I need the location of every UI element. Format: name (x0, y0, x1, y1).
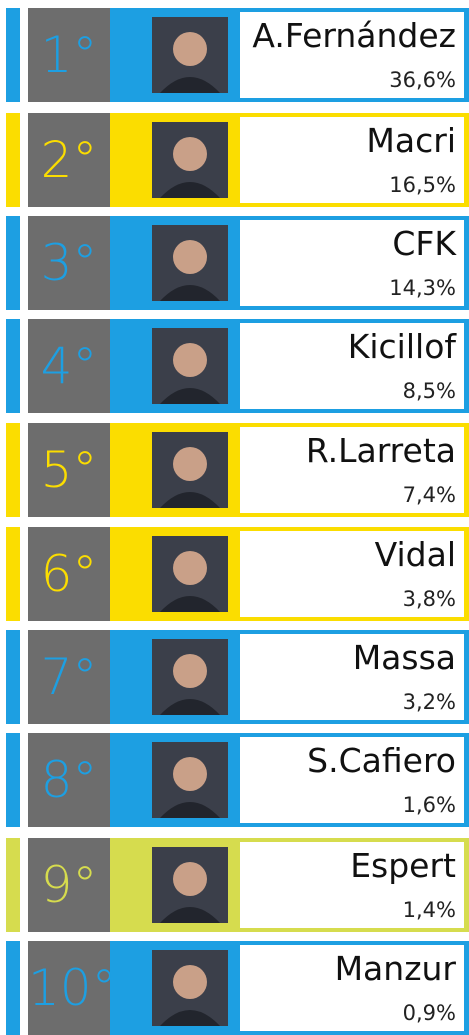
candidate-name: Macri (366, 121, 456, 160)
candidate-percentage: 14,3% (389, 276, 456, 300)
label-box: R.Larreta 7,4% (240, 427, 464, 513)
ranking-row: 4° Kicillof 8,5% (0, 319, 469, 413)
color-stripe (6, 733, 20, 827)
candidate-percentage: 16,5% (389, 173, 456, 197)
portrait (152, 328, 228, 404)
rank-background (28, 423, 110, 517)
ranking-row: 3° CFK 14,3% (0, 216, 469, 310)
label-box: Kicillof 8,5% (240, 323, 464, 409)
portrait-placeholder (152, 639, 228, 715)
ranking-row: 6° Vidal 3,8% (0, 527, 469, 621)
portrait (152, 122, 228, 198)
portrait-placeholder (152, 950, 228, 1026)
rank-number: 5° (40, 441, 98, 499)
rank-background (28, 733, 110, 827)
portrait (152, 742, 228, 818)
portrait-placeholder (152, 17, 228, 93)
color-stripe (6, 527, 20, 621)
portrait-placeholder (152, 328, 228, 404)
label-box: CFK 14,3% (240, 220, 464, 306)
ranking-row: 7° Massa 3,2% (0, 630, 469, 724)
portrait (152, 432, 228, 508)
portrait-placeholder (152, 225, 228, 301)
portrait (152, 950, 228, 1026)
candidate-name: Vidal (374, 535, 456, 574)
rank-background (28, 527, 110, 621)
ranking-row: 1° A.Fernández 36,6% (0, 8, 469, 102)
portrait (152, 847, 228, 923)
ranking-row: 2° Macri 16,5% (0, 113, 469, 207)
rank-background (28, 941, 110, 1035)
color-stripe (6, 319, 20, 413)
portrait-placeholder (152, 122, 228, 198)
portrait-placeholder (152, 432, 228, 508)
color-stripe (6, 8, 20, 102)
candidate-name: Kicillof (347, 327, 456, 366)
rank-background (28, 630, 110, 724)
candidate-percentage: 7,4% (402, 483, 456, 507)
portrait (152, 536, 228, 612)
rank-background (28, 216, 110, 310)
portrait (152, 17, 228, 93)
candidate-percentage: 8,5% (402, 379, 456, 403)
color-stripe (6, 630, 20, 724)
rank-number: 6° (40, 545, 98, 603)
label-box: A.Fernández 36,6% (240, 12, 464, 98)
candidate-percentage: 1,4% (402, 898, 456, 922)
color-stripe (6, 838, 20, 932)
rank-number: 8° (40, 751, 98, 809)
rank-background (28, 838, 110, 932)
candidate-name: CFK (392, 224, 456, 263)
candidate-name: S.Cafiero (307, 741, 456, 780)
rank-background (28, 113, 110, 207)
portrait-placeholder (152, 847, 228, 923)
candidate-name: Manzur (334, 949, 456, 988)
ranking-row: 5° R.Larreta 7,4% (0, 423, 469, 517)
ranking-row: 8° S.Cafiero 1,6% (0, 733, 469, 827)
portrait (152, 639, 228, 715)
rank-number: 9° (40, 856, 98, 914)
color-stripe (6, 423, 20, 517)
label-box: S.Cafiero 1,6% (240, 737, 464, 823)
label-box: Macri 16,5% (240, 117, 464, 203)
rank-number: 1° (40, 26, 98, 84)
candidate-percentage: 3,8% (402, 587, 456, 611)
candidate-name: Massa (352, 638, 456, 677)
label-box: Espert 1,4% (240, 842, 464, 928)
candidate-name: Espert (350, 846, 456, 885)
rank-number: 10° (28, 959, 117, 1017)
candidate-name: R.Larreta (305, 431, 456, 470)
color-stripe (6, 941, 20, 1035)
candidate-percentage: 36,6% (389, 68, 456, 92)
candidate-percentage: 3,2% (402, 690, 456, 714)
color-stripe (6, 216, 20, 310)
candidate-percentage: 1,6% (402, 793, 456, 817)
candidate-name: A.Fernández (252, 16, 456, 55)
label-box: Manzur 0,9% (240, 945, 464, 1031)
rank-number: 3° (40, 234, 98, 292)
portrait-placeholder (152, 536, 228, 612)
color-stripe (6, 113, 20, 207)
rank-number: 4° (40, 337, 98, 395)
rank-background (28, 319, 110, 413)
ranking-row: 9° Espert 1,4% (0, 838, 469, 932)
rank-number: 7° (40, 648, 98, 706)
ranking-row: 10° Manzur 0,9% (0, 941, 469, 1035)
candidate-percentage: 0,9% (402, 1001, 456, 1025)
portrait-placeholder (152, 742, 228, 818)
rank-background (28, 8, 110, 102)
rank-number: 2° (40, 131, 98, 189)
label-box: Massa 3,2% (240, 634, 464, 720)
label-box: Vidal 3,8% (240, 531, 464, 617)
portrait (152, 225, 228, 301)
